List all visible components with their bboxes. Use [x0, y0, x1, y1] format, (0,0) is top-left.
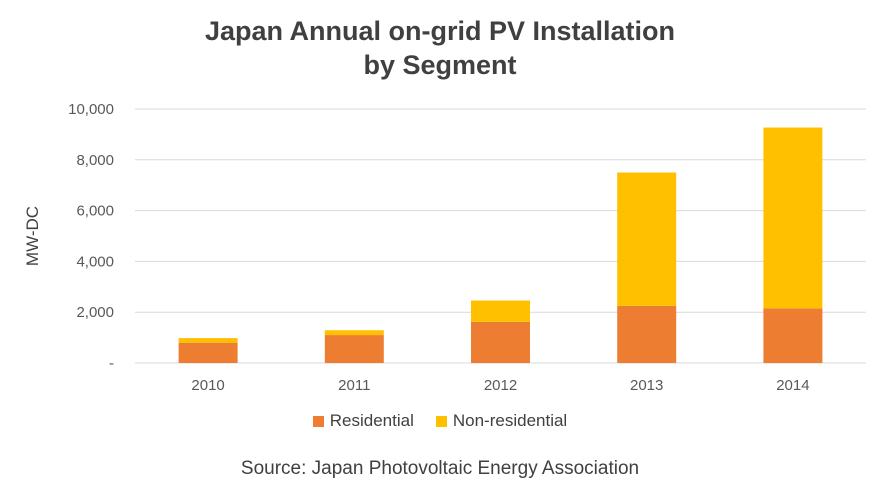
x-tick-label: 2013 — [630, 377, 663, 394]
y-tick-label: 10,000 — [68, 101, 114, 118]
x-tick-label: 2010 — [191, 377, 224, 394]
y-axis-ticks: - 2,000 4,000 6,000 8,000 10,000 — [68, 101, 114, 372]
x-axis-ticks: 2010 2011 2012 2013 2014 — [191, 377, 809, 394]
chart-title-line-1: Japan Annual on-grid PV Installation — [204, 16, 676, 46]
bar-non-residential-2011 — [324, 330, 384, 336]
bar-residential-2010 — [178, 342, 238, 363]
y-axis-title: MW-DC — [23, 206, 42, 266]
y-tick-label: - — [109, 355, 114, 372]
legend-label-non-residential: Non-residential — [452, 411, 568, 430]
y-tick-label: 6,000 — [76, 203, 114, 220]
legend-swatch-residential — [312, 415, 324, 427]
legend-swatch-non-residential — [435, 415, 447, 427]
bar-residential-2013 — [617, 305, 677, 363]
bar-residential-2014 — [763, 308, 823, 363]
x-tick-label: 2014 — [776, 377, 809, 394]
x-tick-label: 2012 — [484, 377, 517, 394]
y-tick-label: 2,000 — [76, 304, 114, 321]
chart-title-line-2: by Segment — [363, 50, 517, 80]
source-note: Source: Japan Photovoltaic Energy Associ… — [240, 458, 640, 479]
bar-residential-2011 — [324, 335, 384, 363]
y-tick-label: 8,000 — [76, 152, 114, 169]
chart-title: Japan Annual on-grid PV Installation by … — [90, 14, 790, 82]
bars — [178, 127, 823, 363]
legend-label-residential: Residential — [329, 411, 414, 430]
bar-non-residential-2013 — [617, 172, 677, 306]
x-tick-label: 2011 — [338, 377, 370, 394]
bar-non-residential-2012 — [471, 300, 530, 322]
legend: Residential Non-residential — [0, 411, 880, 431]
bar-non-residential-2010 — [178, 338, 238, 343]
bar-residential-2012 — [471, 321, 530, 363]
legend-item-residential: Residential — [312, 411, 414, 431]
bar-non-residential-2014 — [763, 127, 823, 309]
legend-item-non-residential: Non-residential — [435, 411, 568, 431]
y-tick-label: 4,000 — [76, 253, 114, 270]
